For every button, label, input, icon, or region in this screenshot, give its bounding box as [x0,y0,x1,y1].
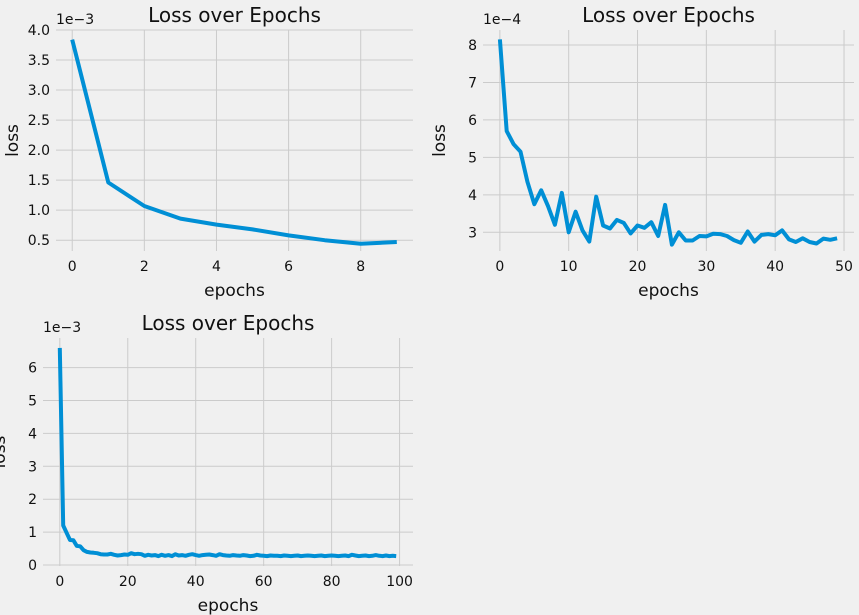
x-axis-label: epochs [638,281,699,301]
x-tick-label: 30 [697,259,715,275]
y-tick-label: 1.5 [28,173,50,189]
x-tick-label: 0 [68,259,77,275]
series-line [497,39,838,247]
y-tick-label: 3 [468,225,477,241]
y-tick-label: 2.5 [28,113,50,129]
x-axis-label: epochs [204,281,265,301]
y-tick-label: 0.5 [28,233,50,249]
y-tick-label: 3.0 [28,83,50,99]
subplot-1: 0 2 4 6 8 0.5 1.0 1.5 2.0 2.5 3.0 3.5 4.0 Loss over E… [3,3,413,301]
x-tick-label: 0 [55,574,64,590]
y-tick-label: 1.0 [28,203,50,219]
x-tick-label: 80 [323,574,341,590]
y-tick-label: 4.0 [28,23,50,39]
y-tick-label: 2 [28,492,37,508]
y-tick-label: 5 [28,394,37,410]
x-tick-label: 100 [386,574,413,590]
x-tick-label: 8 [356,259,365,275]
y-tick-label: 1 [28,525,37,541]
y-tick-label: 7 [468,75,477,91]
y-axis-label: loss [3,124,23,157]
y-tick-label: 3.5 [28,53,50,69]
y-offset-label: 1e−3 [56,12,94,28]
y-tick-label: 4 [468,188,477,204]
y-tick-label: 3 [28,459,37,475]
x-tick-label: 0 [495,259,504,275]
x-tick-label: 10 [560,259,578,275]
chart-title: Loss over Epochs [582,3,755,27]
series-line [70,39,397,246]
x-tick-label: 4 [212,259,221,275]
y-tick-label: 2.0 [28,143,50,159]
y-tick-label: 6 [28,361,37,377]
x-tick-label: 20 [629,259,647,275]
chart-title: Loss over Epochs [142,311,315,335]
y-tick-label: 4 [28,426,37,442]
subplot-2: 0 10 20 30 40 50 3 4 5 6 7 8 Loss over Epochs epochs l… [430,3,854,301]
x-tick-label: 6 [284,259,293,275]
y-tick-label: 8 [468,38,477,54]
x-tick-label: 20 [119,574,137,590]
x-tick-label: 50 [835,259,853,275]
y-offset-label: 1e−4 [483,12,521,28]
x-axis-label: epochs [198,596,259,615]
y-offset-label: 1e−3 [43,320,81,336]
y-tick-label: 6 [468,113,477,129]
series-line [57,347,397,559]
y-axis-label: loss [430,124,450,157]
x-tick-label: 60 [255,574,273,590]
x-tick-label: 40 [187,574,205,590]
y-axis-label: loss [0,435,10,468]
x-tick-label: 2 [140,259,149,275]
subplot-3: 0 20 40 60 80 100 0 1 2 3 4 5 6 Loss over Epochs epoch… [0,311,413,615]
y-tick-label: 0 [28,558,37,574]
chart-title: Loss over Epochs [148,3,321,27]
x-tick-label: 40 [766,259,784,275]
y-tick-label: 5 [468,150,477,166]
